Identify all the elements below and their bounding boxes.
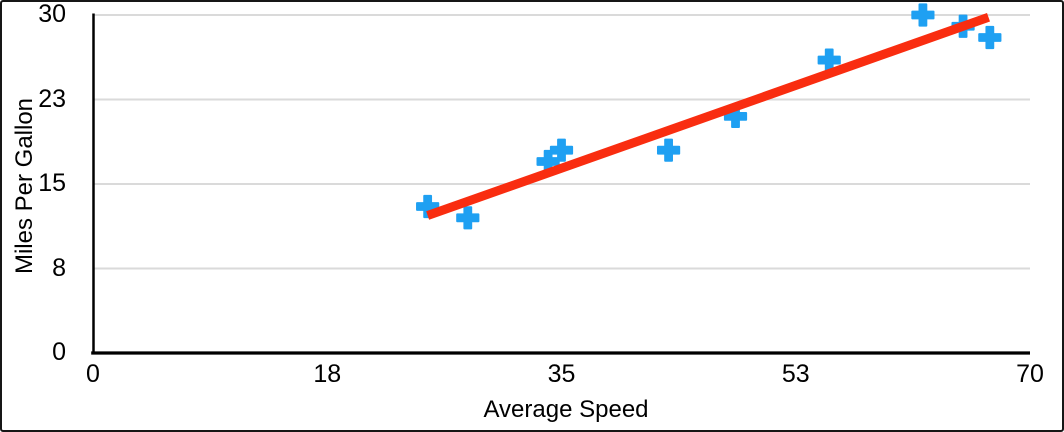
y-tick-label: 0 bbox=[52, 338, 66, 366]
data-point-marker[interactable] bbox=[911, 3, 935, 27]
x-tick-label: 35 bbox=[547, 360, 576, 388]
x-tick-label: 18 bbox=[313, 360, 342, 388]
data-point-marker[interactable] bbox=[456, 206, 480, 230]
y-tick-label: 23 bbox=[38, 84, 66, 113]
x-tick-label: 70 bbox=[1016, 360, 1044, 388]
y-tick-label: 30 bbox=[38, 0, 66, 28]
data-point-marker[interactable] bbox=[978, 25, 1002, 50]
x-axis-title: Average Speed bbox=[483, 396, 649, 423]
trend-line[interactable] bbox=[426, 13, 991, 220]
x-tick-label: 0 bbox=[86, 360, 100, 388]
data-point-marker[interactable] bbox=[656, 138, 681, 162]
y-tick-label: 8 bbox=[52, 253, 66, 282]
x-tick-label: 53 bbox=[781, 360, 810, 388]
y-tick-label: 15 bbox=[38, 169, 66, 197]
data-point-marker[interactable] bbox=[549, 138, 574, 162]
y-axis-title: Miles Per Gallon bbox=[11, 97, 38, 275]
